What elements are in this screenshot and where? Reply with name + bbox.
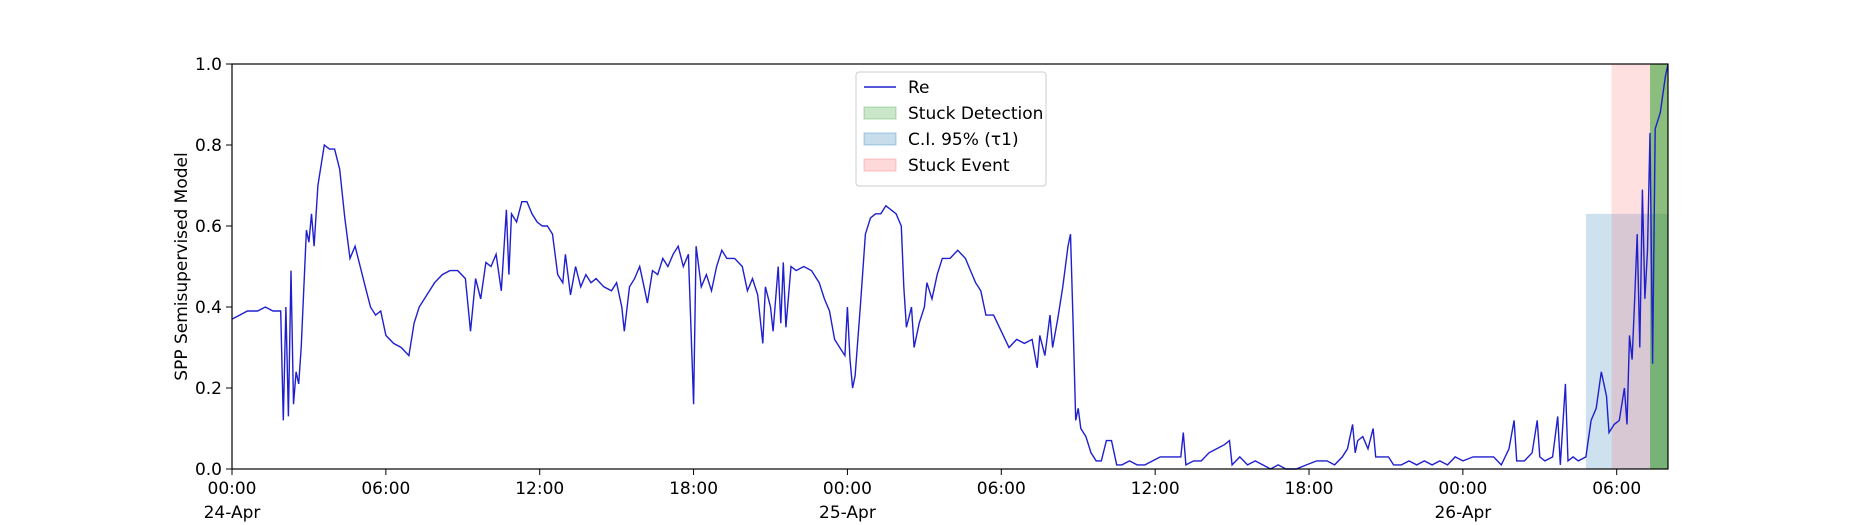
plot-frame (231, 63, 1669, 470)
legend-label: Re (908, 78, 930, 98)
x-tick-label: 12:00 (1131, 479, 1180, 499)
x-tick-date-label: 24-Apr (204, 503, 261, 523)
legend-swatch-patch (863, 158, 897, 172)
x-tick-label: 18:00 (1285, 479, 1334, 499)
x-tick-label: 00:00 (208, 479, 257, 499)
series-line-re (231, 63, 1669, 470)
y-tick-label: 0.6 (195, 217, 222, 237)
y-tick-label: 0.8 (195, 136, 222, 156)
x-tick-label: 00:00 (823, 479, 872, 499)
x-tick-label: 06:00 (977, 479, 1026, 499)
x-tick-date-label: 25-Apr (819, 503, 876, 523)
x-tick-label: 12:00 (515, 479, 564, 499)
legend: Re Stuck Detection C.I. 95% (τ1) Stuck Even… (855, 71, 1047, 187)
x-tick-date-label: 26-Apr (1434, 503, 1491, 523)
region-stuck-detection (1650, 64, 1668, 469)
legend-label: Stuck Detection (908, 104, 1043, 124)
legend-swatch-patch (863, 106, 897, 120)
y-tick-label: 0.0 (195, 460, 222, 480)
x-tick-label: 06:00 (1592, 479, 1641, 499)
legend-swatch-patch (863, 132, 897, 146)
legend-box (855, 71, 1047, 187)
x-axis: 00:0024-Apr199906:0012:0018:0000:0025-Ap… (204, 469, 1641, 523)
legend-label: C.I. 95% (τ1) (908, 130, 1019, 150)
y-axis-title: SPP Semisupervised Model (172, 152, 192, 380)
x-tick-label: 06:00 (361, 479, 410, 499)
legend-label: Stuck Event (908, 156, 1010, 176)
y-axis: 0.0 0.2 0.4 0.6 0.8 1.0 (195, 55, 232, 480)
y-tick-label: 0.4 (195, 298, 222, 318)
y-tick-label: 1.0 (195, 55, 222, 75)
x-tick-label: 18:00 (669, 479, 718, 499)
y-tick-label: 0.2 (195, 379, 222, 399)
x-tick-label: 00:00 (1438, 479, 1487, 499)
